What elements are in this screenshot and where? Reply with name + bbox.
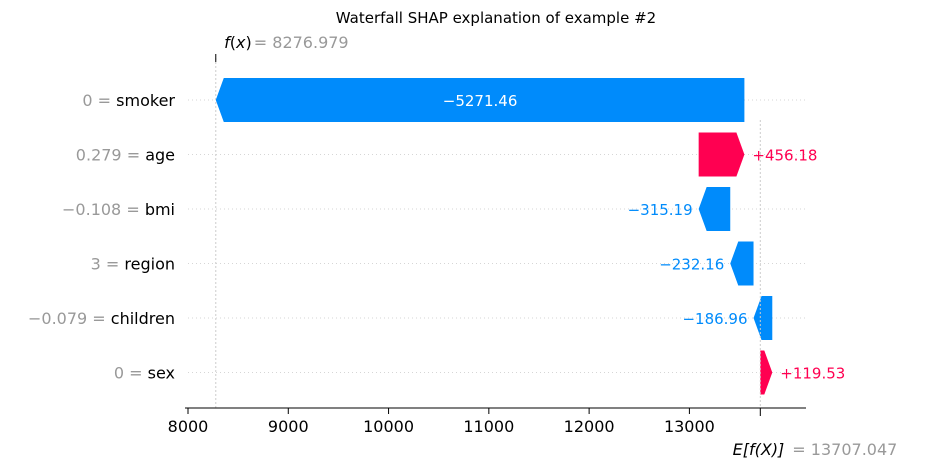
feature-value: 0 = bbox=[82, 91, 116, 110]
fx-label: f(x) bbox=[224, 33, 252, 52]
feature-value: 0.279 = bbox=[76, 146, 145, 165]
bar-label-children: −186.96 bbox=[682, 310, 747, 328]
bar-bmi bbox=[698, 187, 731, 231]
chart-title: Waterfall SHAP explanation of example #2 bbox=[336, 9, 656, 27]
feature-label-age: 0.279 = age bbox=[76, 146, 175, 165]
feature-name: sex bbox=[148, 364, 175, 383]
feature-label-region: 3 = region bbox=[91, 255, 175, 274]
feature-value: 3 = bbox=[91, 255, 125, 274]
fx-value: = 8276.979 bbox=[254, 33, 349, 52]
feature-name: age bbox=[145, 146, 175, 165]
x-tick-label: 11000 bbox=[463, 417, 514, 436]
efx-value: = 13707.047 bbox=[792, 440, 897, 459]
bar-region bbox=[730, 241, 754, 286]
feature-name: bmi bbox=[145, 200, 175, 219]
bar-children bbox=[753, 296, 773, 340]
efx-annotation: E[f(X)] = 13707.047 bbox=[733, 120, 897, 459]
bar-age bbox=[698, 132, 745, 177]
bar-smoker bbox=[215, 78, 745, 122]
feature-value: 0 = bbox=[114, 364, 148, 383]
feature-label-bmi: −0.108 = bmi bbox=[62, 200, 175, 219]
x-tick-label: 13000 bbox=[664, 417, 715, 436]
feature-name: children bbox=[111, 309, 175, 328]
feature-label-children: −0.079 = children bbox=[28, 309, 175, 328]
fx-paren-close: ) bbox=[246, 33, 252, 52]
efx-label: E[f(X)] bbox=[733, 440, 785, 459]
x-tick-label: 9000 bbox=[268, 417, 309, 436]
feature-value: −0.108 = bbox=[62, 200, 145, 219]
bar-sex bbox=[760, 350, 773, 395]
bar-label-age: +456.18 bbox=[752, 147, 817, 165]
bar-label-smoker: −5271.46 bbox=[443, 92, 518, 110]
feature-name: smoker bbox=[116, 91, 175, 110]
feature-label-smoker: 0 = smoker bbox=[82, 91, 175, 110]
feature-value: −0.079 = bbox=[28, 309, 111, 328]
x-tick-label: 12000 bbox=[564, 417, 615, 436]
fx-paren-open: ( bbox=[230, 33, 236, 52]
bar-label-sex: +119.53 bbox=[780, 365, 845, 383]
bars: −5271.46 +456.18 −315.19 −232.16 −186.96 +119… bbox=[215, 78, 845, 395]
bar-label-region: −232.16 bbox=[659, 256, 724, 274]
fx-arg: x bbox=[235, 33, 246, 52]
bar-label-bmi: −315.19 bbox=[628, 201, 693, 219]
feature-name: region bbox=[124, 255, 175, 274]
x-axis: 8000 9000 10000 11000 12000 13000 bbox=[168, 407, 806, 436]
x-tick-label: 8000 bbox=[168, 417, 209, 436]
fx-fn: f bbox=[224, 33, 232, 52]
x-tick-label: 10000 bbox=[363, 417, 414, 436]
feature-labels: 0 = smoker 0.279 = age −0.108 = bmi 3 = reg… bbox=[28, 91, 175, 383]
fx-annotation: f(x) = 8276.979 bbox=[215, 33, 349, 408]
feature-label-sex: 0 = sex bbox=[114, 364, 175, 383]
